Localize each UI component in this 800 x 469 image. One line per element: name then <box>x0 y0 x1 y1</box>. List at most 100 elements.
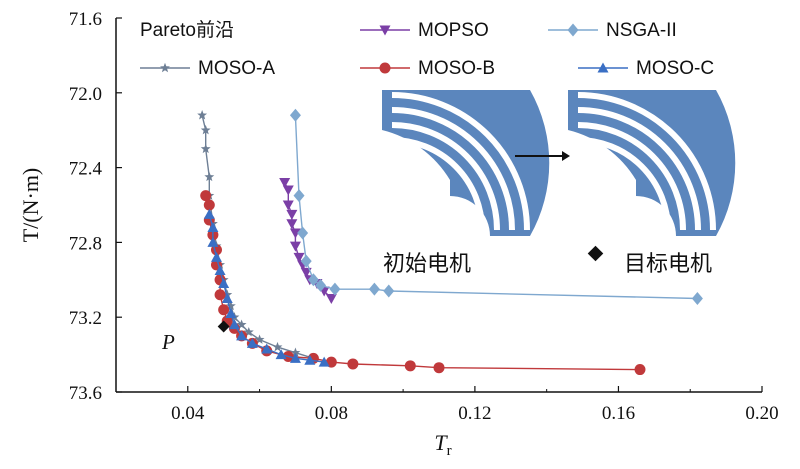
data-point <box>200 190 212 202</box>
y-tick-label: 71.6 <box>69 9 102 30</box>
legend: Pareto前沿 MOPSO NSGA-II MOSO-A MOSO-B MOSO-C <box>140 19 714 79</box>
data-point <box>634 364 646 376</box>
legend-item-nsga-ii: NSGA-II <box>548 20 677 41</box>
target-point-marker <box>217 320 230 333</box>
y-tick-label: 72.4 <box>69 159 103 180</box>
legend-title: Pareto前沿 <box>140 19 234 41</box>
legend-label: MOSO-B <box>418 58 495 79</box>
legend-label: MOPSO <box>418 20 489 41</box>
data-point <box>218 278 230 289</box>
arrow-head-icon <box>562 151 570 161</box>
data-point <box>307 273 319 287</box>
series-moso-c <box>203 208 330 367</box>
data-point <box>246 337 258 348</box>
y-tick-label: 73.6 <box>69 383 102 404</box>
data-point <box>275 349 287 360</box>
legend-item-mopso: MOPSO <box>360 20 489 41</box>
series-mopso <box>279 178 337 304</box>
legend-marker <box>597 62 609 73</box>
data-point <box>221 293 233 303</box>
point-p-label: P <box>161 330 175 354</box>
data-point <box>293 189 305 203</box>
data-point <box>225 300 236 311</box>
target-motor-image <box>568 90 736 236</box>
data-point <box>214 289 226 301</box>
x-tick-label: 0.20 <box>745 403 778 424</box>
x-tick-label: 0.08 <box>315 403 348 424</box>
legend-marker <box>160 62 170 73</box>
data-point <box>289 108 301 122</box>
series-line-moso-b <box>205 195 641 371</box>
data-point <box>272 341 283 352</box>
data-point <box>289 241 301 252</box>
x-axis-label-sub: r <box>447 443 452 459</box>
data-point <box>315 278 327 292</box>
y-axis-label: T/(N·m) <box>18 168 43 243</box>
data-point <box>261 343 273 354</box>
data-point <box>329 282 341 296</box>
data-point <box>197 110 208 120</box>
data-point <box>200 125 211 135</box>
x-tick-label: 0.16 <box>602 403 635 424</box>
data-point <box>304 354 316 365</box>
data-point <box>228 319 240 330</box>
legend-item-moso-c: MOSO-C <box>578 58 714 79</box>
data-point <box>286 219 298 230</box>
x-axis-label: Tr <box>434 430 451 459</box>
legend-item-moso-b: MOSO-B <box>360 58 495 79</box>
data-point <box>286 209 298 220</box>
series-line-moso-c <box>208 214 325 363</box>
data-point <box>368 282 380 296</box>
initial-motor-label: 初始电机 <box>383 252 471 277</box>
data-point <box>200 143 211 154</box>
axes: 0.04 0.08 0.12 0.16 0.20 71.6 72.0 72.4 72.8 73.2… <box>18 9 779 459</box>
data-point <box>300 254 312 268</box>
data-point <box>254 334 265 344</box>
data-point <box>225 307 237 318</box>
data-point <box>214 264 226 275</box>
initial-motor-image <box>382 90 550 236</box>
data-point <box>289 352 301 363</box>
data-point <box>318 356 330 367</box>
data-point <box>236 330 248 341</box>
data-point <box>297 226 309 240</box>
data-point <box>691 292 703 305</box>
data-point <box>289 228 301 239</box>
legend-marker <box>379 25 391 36</box>
data-point <box>204 171 215 182</box>
legend-label: MOSO-C <box>636 58 714 79</box>
legend-item-moso-a: MOSO-A <box>140 58 275 79</box>
series-nsga-ii <box>289 108 703 305</box>
y-tick-label: 72.8 <box>69 233 102 254</box>
legend-label: NSGA-II <box>606 20 677 41</box>
data-point <box>282 200 294 211</box>
x-tick-label: 0.12 <box>458 403 491 424</box>
data-point <box>243 326 254 337</box>
data-point <box>282 185 294 196</box>
y-tick-label: 72.0 <box>69 84 102 105</box>
data-point <box>293 252 305 263</box>
data-point <box>433 362 445 374</box>
data-point <box>404 360 416 372</box>
data-point <box>347 358 359 370</box>
data-point <box>383 284 395 298</box>
x-tick-label: 0.04 <box>171 403 205 424</box>
data-point <box>207 236 219 247</box>
data-point <box>207 221 219 232</box>
data-point <box>325 294 337 304</box>
data-point <box>279 178 291 189</box>
legend-marker <box>567 23 579 37</box>
y-tick-label: 73.2 <box>69 308 102 329</box>
data-point <box>300 267 312 278</box>
data-point <box>236 319 247 329</box>
target-motor-label: 目标电机 <box>624 252 712 277</box>
data-point <box>210 251 222 262</box>
data-point <box>203 208 215 219</box>
series-line-nsga-ii <box>294 115 698 300</box>
legend-marker <box>379 62 391 74</box>
data-point <box>290 347 301 357</box>
data-point <box>203 199 215 211</box>
data-point <box>218 304 230 316</box>
series-layer <box>197 108 703 376</box>
